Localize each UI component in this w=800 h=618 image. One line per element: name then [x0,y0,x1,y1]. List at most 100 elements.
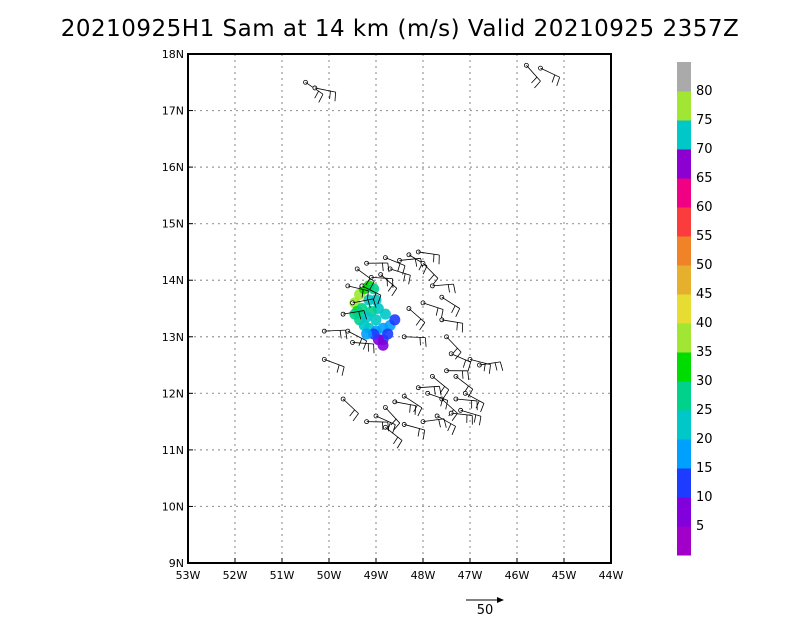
colorbar-swatch [677,497,691,527]
data-layer [349,280,401,351]
data-point [377,339,389,351]
wind-barb [448,351,472,372]
reference-arrowhead [497,597,504,603]
colorbar-label: 70 [696,142,713,157]
y-tick-label: 10N [162,500,184,513]
colorbar-swatch [677,91,691,121]
wind-barb [312,85,337,102]
wind-barbs [303,62,561,449]
colorbar-swatch [677,62,691,92]
plot-frame [187,53,612,564]
colorbar-swatch [677,410,691,440]
wind-barb [462,390,485,413]
y-tick-label: 17N [162,105,184,118]
reference-vector: 50 [466,597,504,618]
x-tick-label: 49W [364,569,389,582]
wind-barb [434,413,456,435]
colorbar-swatch [677,120,691,150]
wind-barb [354,266,375,290]
colorbar-label: 60 [696,200,713,215]
colorbar-swatch [677,265,691,295]
wind-barb [350,298,377,308]
x-tick-label: 51W [270,569,295,582]
colorbar-swatch [677,149,691,179]
wind-barb [415,249,440,265]
reference-vector-label: 50 [477,603,494,618]
y-tick-label: 18N [162,48,184,61]
colorbar-label: 50 [696,258,713,273]
wind-barb [453,373,474,398]
x-tick-label: 44W [599,569,624,582]
y-tick-label: 14N [162,274,184,287]
data-point [389,314,401,326]
wind-barb [406,306,426,331]
wind-barb [387,266,411,285]
wind-barb [359,283,382,305]
colorbar-swatch [677,381,691,411]
wind-barb [524,62,541,89]
colorbar-swatch [677,323,691,353]
colorbar-swatch [677,178,691,208]
wind-barb [303,79,324,103]
wind-barb [373,413,396,434]
y-tick-label: 15N [162,218,184,231]
x-tick-label: 48W [411,569,436,582]
wind-barb [321,328,348,340]
gridlines [188,54,611,563]
wind-barb [420,300,444,319]
data-point [368,283,380,295]
x-tick-label: 46W [505,569,530,582]
colorbar-label: 40 [696,316,713,331]
wind-barb [415,385,442,396]
wind-barb [345,283,369,300]
wind-barb [476,361,504,371]
colorbar-swatch [677,236,691,266]
wind-barb [444,334,462,360]
colorbar-label: 25 [696,403,713,418]
y-tick-label: 11N [162,444,184,457]
data-point [379,308,391,320]
x-tick-label: 50W [317,569,342,582]
axis-ticks: 53W 52W 51W 50W 49W 48W 47W 46W 45W 44W 9N 10N 11N 12… [162,48,624,582]
wind-barb [420,418,447,428]
colorbar-label: 30 [696,374,713,389]
wind-barb [350,340,375,354]
wind-barb [401,334,427,347]
colorbar-label: 15 [696,461,713,476]
wind-barb [340,396,359,422]
wind-barb [429,373,450,398]
wind-barb [364,419,390,432]
wind-barb [382,405,401,431]
x-tick-label: 52W [223,569,248,582]
wind-barb [378,272,398,297]
colorbar-swatch [677,207,691,237]
wind-barb [321,356,345,376]
wind-barb [382,255,406,275]
page-title: 20210925H1 Sam at 14 km (m/s) Valid 2021… [60,16,740,42]
colorbar-swatch [677,468,691,498]
data-point [361,311,373,323]
colorbar-label: 5 [696,519,704,534]
colorbar-label: 20 [696,432,713,447]
wind-barb [444,368,470,381]
colorbar-swatch [677,439,691,469]
colorbar: 5 10 15 20 25 30 35 40 45 50 55 60 65 70 75 80 [677,62,713,556]
colorbar-label: 35 [696,345,713,360]
wind-barb [392,399,417,415]
wind-barb [439,294,461,318]
wind-barb [453,396,478,411]
colorbar-label: 75 [696,113,713,128]
x-tick-label: 47W [458,569,483,582]
wind-barb [420,260,439,286]
wind-barb [401,422,426,440]
data-point [361,328,373,340]
x-tick-label: 53W [176,569,201,582]
wind-barb [382,424,403,449]
colorbar-label: 65 [696,171,713,186]
colorbar-label: 45 [696,287,713,302]
wind-barb [448,410,473,425]
data-point [349,308,361,320]
wind-barb [458,407,482,426]
colorbar-label: 80 [696,84,713,99]
